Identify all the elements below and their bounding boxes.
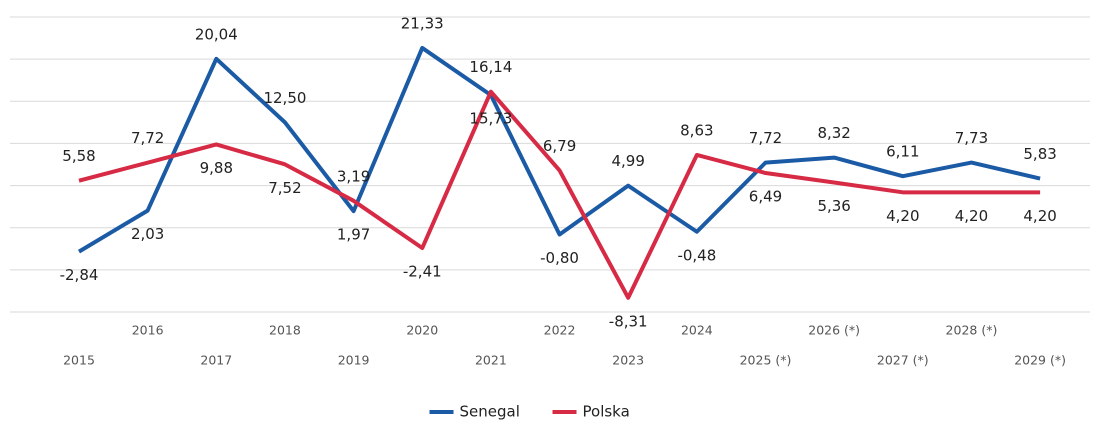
data-label: 15,73 <box>469 110 512 128</box>
x-tick-label: 2015 <box>63 353 95 368</box>
data-label: -8,31 <box>609 312 648 330</box>
data-label: 6,11 <box>886 143 919 161</box>
data-label: 6,79 <box>543 137 576 155</box>
data-label: 4,20 <box>955 207 988 225</box>
data-label: 6,49 <box>749 188 782 206</box>
data-label: 7,52 <box>268 179 301 197</box>
x-tick-label: 2027 (*) <box>877 353 929 368</box>
data-label: -0,48 <box>677 246 716 264</box>
x-tick-label: 2023 <box>612 353 644 368</box>
data-label: 12,50 <box>263 89 306 107</box>
x-tick-label: 2022 <box>544 323 576 338</box>
data-label: 1,97 <box>337 226 370 244</box>
data-label: 8,32 <box>817 124 850 142</box>
data-label: 4,99 <box>611 152 644 170</box>
x-tick-label: 2017 <box>200 353 232 368</box>
x-tick-label: 2029 (*) <box>1014 353 1066 368</box>
data-label: 5,83 <box>1023 145 1056 163</box>
x-tick-label: 2020 <box>406 323 438 338</box>
data-label: 2,03 <box>131 225 164 243</box>
data-label: 16,14 <box>469 58 512 76</box>
data-label: 8,63 <box>680 121 713 139</box>
data-label: 7,72 <box>749 129 782 147</box>
data-label: -2,41 <box>403 263 442 281</box>
legend-label: Polska <box>583 403 630 421</box>
data-label: 3,19 <box>337 167 370 185</box>
data-label: -2,84 <box>60 266 99 284</box>
data-label: 4,20 <box>1023 207 1056 225</box>
data-label: 9,88 <box>200 159 233 177</box>
x-tick-label: 2021 <box>475 353 507 368</box>
data-label: 21,33 <box>401 14 444 32</box>
data-label: 7,72 <box>131 129 164 147</box>
x-tick-label: 2019 <box>338 353 370 368</box>
data-label: 5,36 <box>817 197 850 215</box>
x-tick-label: 2024 <box>681 323 713 338</box>
x-tick-label: 2018 <box>269 323 301 338</box>
data-label: 4,20 <box>886 207 919 225</box>
x-tick-label: 2025 (*) <box>740 353 792 368</box>
data-label: -0,80 <box>540 249 579 267</box>
data-label: 20,04 <box>195 25 238 43</box>
legend-label: Senegal <box>460 403 520 421</box>
series-line <box>77 45 1041 254</box>
data-label: 5,58 <box>62 147 95 165</box>
series-line <box>78 89 1041 300</box>
data-label: 7,73 <box>955 129 988 147</box>
x-tick-label: 2026 (*) <box>808 323 860 338</box>
x-tick-label: 2016 <box>132 323 164 338</box>
x-tick-label: 2028 (*) <box>946 323 998 338</box>
